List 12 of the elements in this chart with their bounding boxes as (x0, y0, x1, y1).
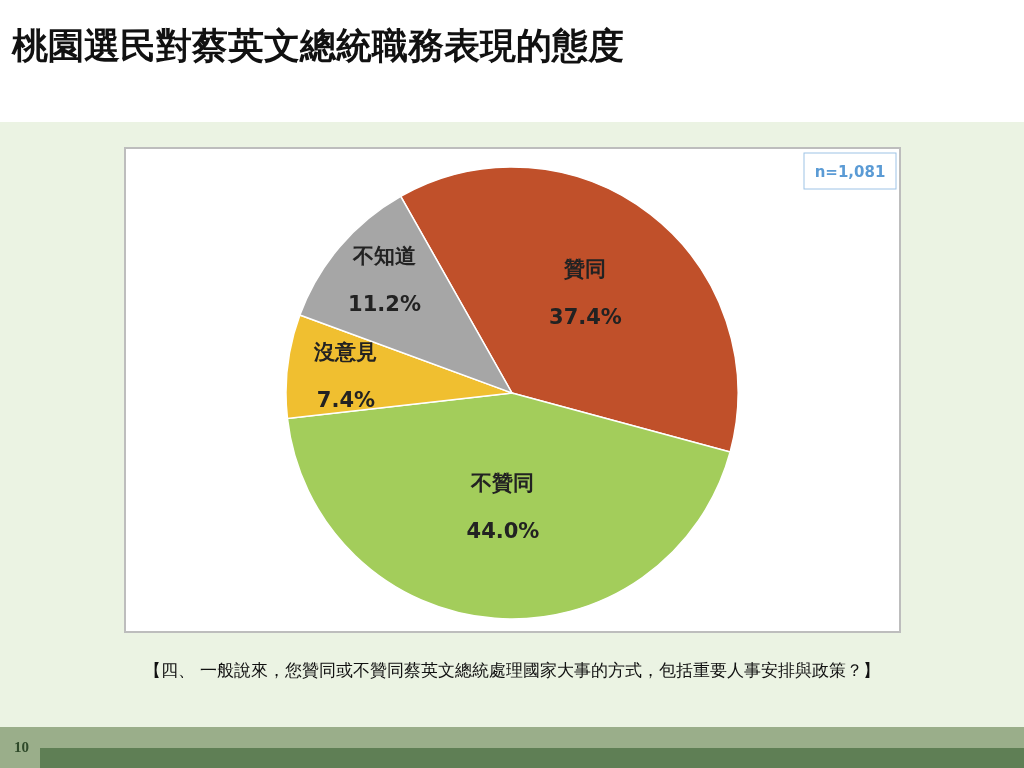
slice-label: 贊同 (563, 257, 607, 282)
data-label: 7.4% (316, 388, 376, 413)
text: n=1,081 (814, 163, 886, 181)
data-label: 11.2% (348, 291, 421, 316)
data-label: 37.4% (549, 305, 622, 330)
data-label: 44.0% (466, 519, 540, 544)
text: 【四、 一般說來，您贊同或不贊同蔡英文總統處理國家大事的方式，包括重要人事安排與政策？】 (143, 660, 881, 680)
chart-title: 桃園選民對蔡英文總統職務表現的態度 (11, 25, 624, 66)
slice-label: 不知道 (352, 243, 417, 268)
text: 10 (14, 739, 29, 755)
slice-label: 沒意見 (313, 340, 378, 365)
slice-label: 不贊同 (470, 471, 535, 496)
